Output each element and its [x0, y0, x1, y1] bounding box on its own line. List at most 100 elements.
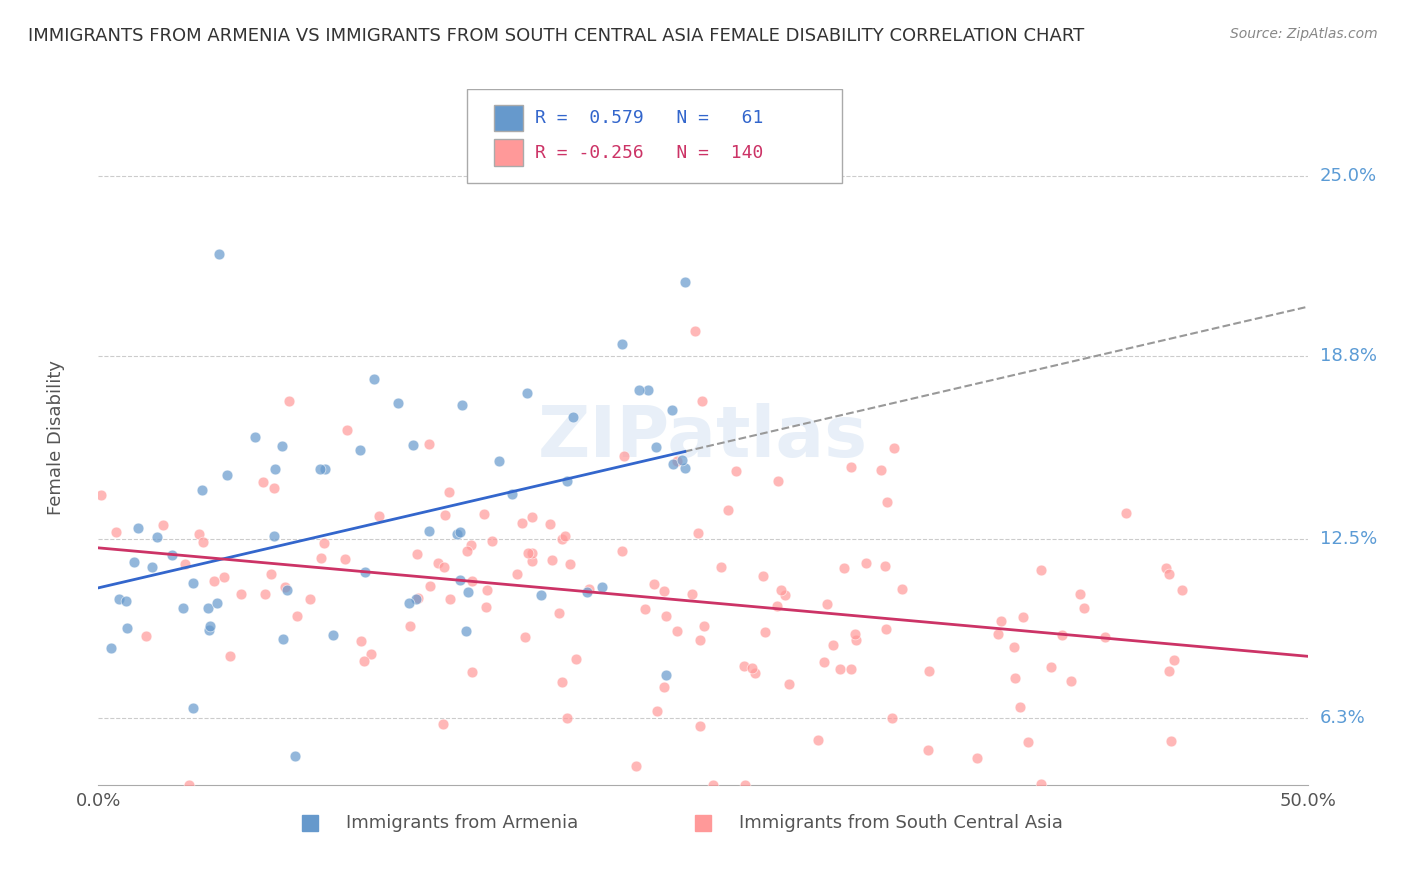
Point: [516, 546, 538, 560]
Point: [205, 596, 228, 610]
Point: [690, 394, 713, 409]
Point: [576, 584, 599, 599]
Text: Immigrants from Armenia: Immigrants from Armenia: [346, 814, 578, 832]
Point: [115, 621, 138, 635]
Point: [844, 627, 866, 641]
Point: [263, 481, 285, 495]
Point: [773, 588, 796, 602]
Point: [398, 619, 420, 633]
Point: [689, 633, 711, 648]
Point: [264, 462, 287, 476]
Point: [918, 664, 941, 678]
FancyBboxPatch shape: [467, 89, 842, 183]
Point: [501, 487, 523, 501]
Point: [212, 570, 235, 584]
Point: [1017, 735, 1039, 749]
Point: [875, 622, 897, 636]
Point: [461, 665, 484, 679]
Point: [541, 553, 564, 567]
Text: 12.5%: 12.5%: [1320, 530, 1376, 548]
Point: [450, 398, 472, 412]
Point: [398, 597, 420, 611]
Point: [769, 582, 792, 597]
Point: [173, 557, 195, 571]
Text: Source: ZipAtlas.com: Source: ZipAtlas.com: [1230, 27, 1378, 41]
Point: [530, 588, 553, 602]
Point: [387, 396, 409, 410]
Text: Immigrants from South Central Asia: Immigrants from South Central Asia: [740, 814, 1063, 832]
Point: [510, 516, 533, 530]
Point: [252, 475, 274, 489]
Point: [513, 630, 536, 644]
Point: [1163, 653, 1185, 667]
Point: [624, 759, 647, 773]
Point: [419, 579, 441, 593]
Point: [454, 624, 477, 638]
Text: 25.0%: 25.0%: [1320, 167, 1376, 186]
Point: [191, 534, 214, 549]
Text: 6.3%: 6.3%: [1320, 709, 1365, 727]
Point: [273, 581, 295, 595]
Point: [114, 594, 136, 608]
Point: [367, 508, 389, 523]
Point: [456, 544, 478, 558]
Point: [271, 632, 294, 647]
Point: [1011, 610, 1033, 624]
Point: [298, 592, 321, 607]
Point: [733, 658, 755, 673]
Point: [260, 566, 283, 581]
Point: [554, 528, 576, 542]
Point: [229, 587, 252, 601]
Point: [439, 591, 461, 606]
Point: [633, 602, 655, 616]
FancyBboxPatch shape: [494, 104, 523, 131]
Point: [652, 583, 675, 598]
Point: [353, 654, 375, 668]
Point: [432, 717, 454, 731]
Point: [1029, 777, 1052, 791]
Point: [488, 454, 510, 468]
Point: [314, 536, 336, 550]
Point: [551, 532, 574, 546]
Point: [883, 442, 905, 456]
Point: [402, 438, 425, 452]
Point: [890, 582, 912, 596]
Point: [1004, 671, 1026, 685]
Point: [1008, 700, 1031, 714]
Point: [434, 508, 457, 522]
Point: [752, 569, 775, 583]
Point: [807, 733, 830, 747]
Point: [215, 467, 238, 482]
Point: [643, 577, 665, 591]
Point: [876, 495, 898, 509]
Point: [1073, 600, 1095, 615]
Point: [449, 525, 471, 540]
Point: [966, 751, 988, 765]
Point: [472, 507, 495, 521]
Point: [547, 607, 569, 621]
Point: [644, 440, 666, 454]
Point: [198, 618, 221, 632]
Point: [591, 580, 613, 594]
Point: [551, 674, 574, 689]
Point: [520, 554, 543, 568]
Point: [309, 550, 332, 565]
Point: [218, 648, 240, 663]
Point: [666, 624, 689, 639]
Point: [681, 587, 703, 601]
Point: [243, 430, 266, 444]
Point: [717, 502, 740, 516]
Point: [661, 403, 683, 417]
Point: [177, 778, 200, 792]
Point: [172, 600, 194, 615]
Point: [104, 525, 127, 540]
Point: [263, 528, 285, 542]
Point: [613, 449, 636, 463]
Point: [457, 585, 479, 599]
Point: [870, 463, 893, 477]
Point: [406, 591, 429, 606]
Point: [285, 609, 308, 624]
Point: [520, 510, 543, 524]
Point: [278, 394, 301, 409]
Point: [522, 546, 544, 560]
